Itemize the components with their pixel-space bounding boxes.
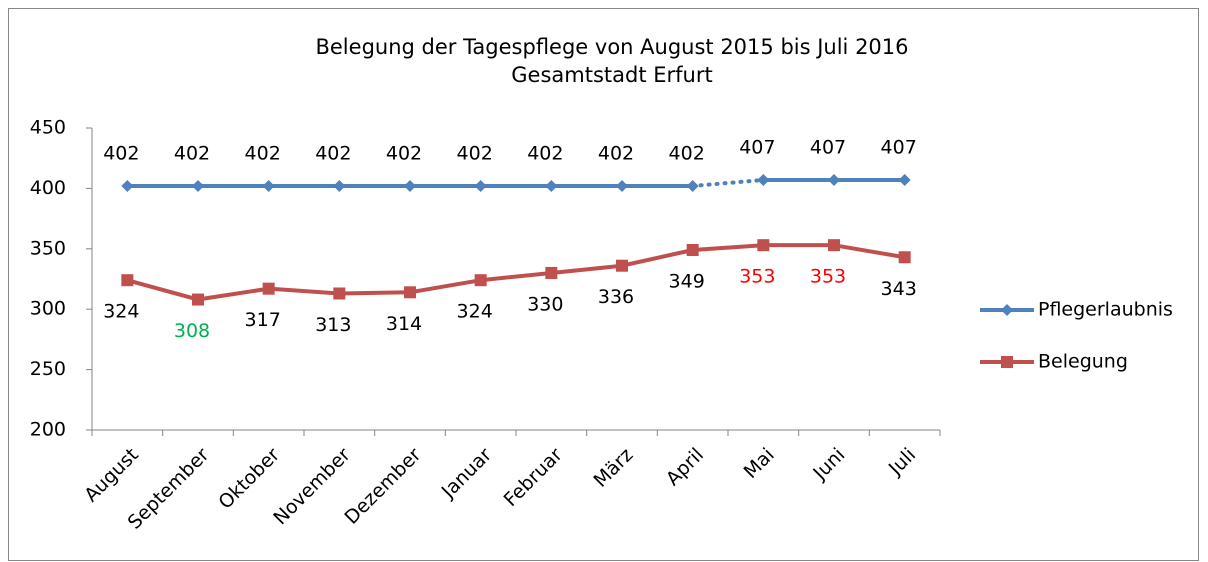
marker	[404, 286, 416, 299]
legend-label: Pflegerlaubnis	[1038, 299, 1173, 321]
marker	[333, 179, 346, 192]
data-label: 324	[457, 301, 493, 323]
data-label: 402	[457, 142, 493, 164]
marker	[192, 179, 204, 192]
y-tick-label: 400	[30, 177, 66, 199]
data-label: 349	[669, 271, 705, 293]
data-label: 402	[174, 142, 210, 164]
marker	[545, 179, 558, 192]
legend-label: Belegung	[1038, 351, 1128, 373]
data-label: 402	[386, 142, 422, 164]
y-tick-label: 450	[30, 117, 66, 139]
data-label: 343	[881, 278, 917, 300]
data-label: 402	[527, 142, 563, 164]
marker	[616, 259, 628, 272]
data-label: 402	[103, 142, 139, 164]
chart-title: Belegung der Tagespflege von August 2015…	[315, 35, 908, 59]
marker	[898, 173, 911, 186]
data-label: 336	[598, 286, 634, 308]
marker	[404, 179, 416, 192]
data-label: 317	[245, 309, 281, 331]
data-label: 402	[598, 142, 634, 164]
y-tick-label: 250	[30, 358, 66, 380]
y-tick-label: 350	[30, 237, 66, 259]
marker	[757, 239, 770, 252]
data-label: 353	[739, 266, 775, 288]
data-label: 353	[810, 266, 846, 288]
chart-subtitle: Gesamtstadt Erfurt	[511, 63, 712, 87]
data-label: 308	[174, 320, 210, 342]
marker	[545, 266, 558, 279]
data-label: 407	[810, 136, 846, 158]
marker	[333, 287, 346, 300]
marker	[828, 239, 840, 252]
data-label: 324	[103, 301, 139, 323]
y-tick-label: 200	[30, 419, 66, 441]
data-label: 314	[386, 313, 422, 335]
marker	[686, 179, 699, 192]
data-label: 313	[315, 314, 351, 336]
y-tick-label: 300	[30, 298, 66, 320]
marker	[474, 274, 487, 287]
marker	[121, 179, 134, 192]
marker	[686, 244, 699, 257]
marker	[262, 179, 275, 192]
marker	[192, 293, 204, 306]
marker	[616, 179, 628, 192]
marker	[1001, 356, 1013, 368]
data-label: 330	[527, 293, 563, 315]
data-label: 407	[739, 136, 775, 158]
data-label: 407	[881, 136, 917, 158]
marker	[121, 274, 134, 287]
marker	[474, 179, 487, 192]
chart-border	[8, 8, 1199, 561]
marker	[757, 173, 770, 186]
data-label: 402	[315, 142, 351, 164]
marker	[1001, 304, 1013, 316]
marker	[898, 251, 911, 264]
data-label: 402	[245, 142, 281, 164]
marker	[262, 282, 275, 295]
data-label: 402	[669, 142, 705, 164]
line	[126, 243, 906, 302]
marker	[828, 173, 840, 186]
